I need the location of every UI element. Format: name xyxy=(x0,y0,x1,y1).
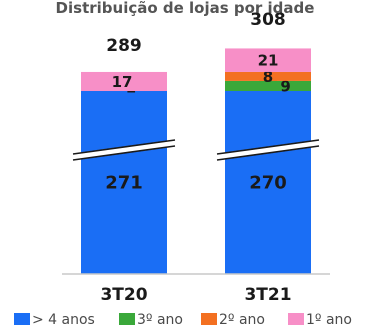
bar-band-3t21-3-ano xyxy=(225,80,311,91)
bar-3t21-3-ano xyxy=(276,80,295,91)
bar-3t21-4-anos xyxy=(225,91,311,274)
legend-swatch-3-ano xyxy=(119,313,135,325)
legend-label-4-anos: > 4 anos xyxy=(32,312,95,327)
bar-3t20-1-ano xyxy=(81,71,167,91)
legend-label-2-ano: 2º ano xyxy=(219,312,265,327)
axis-break-gap xyxy=(216,139,320,161)
legend-label-3-ano: 3º ano xyxy=(137,312,183,327)
value-label-3t21-4-anos: 270 xyxy=(249,173,287,194)
value-label-3t21-1-ano: 21 xyxy=(258,52,279,70)
axis-break-gap xyxy=(72,139,176,161)
legend-label-1-ano: 1º ano xyxy=(306,312,352,327)
total-label-3t21: 308 xyxy=(250,10,286,30)
bar-3t20-4-anos xyxy=(81,91,167,274)
axis-break-line-top xyxy=(72,139,176,155)
legend-swatch-4-anos xyxy=(14,313,30,325)
axis-break-line-top xyxy=(216,139,320,155)
category-label-3t20: 3T20 xyxy=(100,285,147,305)
total-label-3t20: 289 xyxy=(106,36,142,56)
axis-break-line-bottom xyxy=(216,145,320,161)
bar-3t21-1-ano xyxy=(225,48,311,72)
chart-title: Distribuição de lojas por idade xyxy=(56,0,315,17)
legend: > 4 anos 3º ano 2º ano 1º ano xyxy=(14,312,352,327)
value-label-3t20-4-anos: 271 xyxy=(105,173,143,194)
category-label-3t21: 3T21 xyxy=(244,285,291,305)
axis-break-line-bottom xyxy=(72,145,176,161)
value-label-3t21-3-ano: 9 xyxy=(280,77,290,95)
legend-swatch-1-ano xyxy=(288,313,304,325)
legend-swatch-2-ano xyxy=(201,313,217,325)
value-label-3t21-2-ano: 8 xyxy=(263,68,273,86)
category-labels: 3T20 3T21 xyxy=(100,285,291,305)
value-label-3t20-1-ano: 17 xyxy=(112,73,133,91)
bar-3t21-2-ano xyxy=(259,71,277,81)
bars-group: 2711172892709821308 xyxy=(72,10,320,274)
